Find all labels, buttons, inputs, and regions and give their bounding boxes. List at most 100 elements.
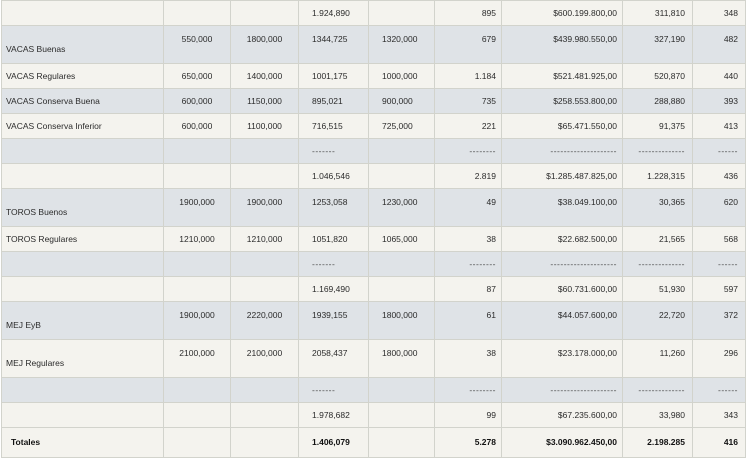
amount-cell: $22.682.500,00 — [501, 226, 623, 252]
avg-weight-cell: 650,000 — [163, 63, 231, 89]
row-label-cell — [1, 276, 164, 302]
ref-weight-cell: 1000,000 — [368, 63, 435, 89]
ref-weight-cell: 1065,000 — [368, 226, 435, 252]
row-label-cell: TOROS Buenos — [1, 188, 164, 227]
price-per-kg-cell: 343 — [692, 402, 746, 428]
total-kg-cell: 22,720 — [622, 301, 693, 340]
max-weight-cell: 2100,000 — [230, 339, 299, 378]
ref-weight-cell: 1320,000 — [368, 25, 435, 64]
table-row: 1.046,546 2.819 $1.285.487.825,00 1.228,315… — [1, 163, 746, 189]
head-count-cell: 221 — [434, 113, 502, 139]
ref-weight-cell — [368, 138, 435, 164]
mean-weight-cell: 1001,175 — [298, 63, 369, 89]
row-label-cell — [1, 138, 164, 164]
total-kg-cell: 520,870 — [622, 63, 693, 89]
mean-weight-cell: 1.046,546 — [298, 163, 369, 189]
mean-weight-cell: 716,515 — [298, 113, 369, 139]
row-label-cell — [1, 251, 164, 277]
amount-cell: $3.090.962.450,00 — [501, 427, 623, 458]
amount-cell: $600.199.800,00 — [501, 0, 623, 26]
table-row: 1.169,490 87 $60.731.600,00 51,930 597 — [1, 276, 746, 302]
max-weight-cell: 1150,000 — [230, 88, 299, 114]
head-count-cell: -------- — [434, 251, 502, 277]
price-per-kg-cell: 296 — [692, 339, 746, 378]
price-per-kg-cell: ------ — [692, 138, 746, 164]
mean-weight-cell: ------- — [298, 377, 369, 403]
avg-weight-cell — [163, 138, 231, 164]
total-kg-cell: 30,365 — [622, 188, 693, 227]
avg-weight-cell — [163, 251, 231, 277]
mean-weight-cell: 1051,820 — [298, 226, 369, 252]
avg-weight-cell — [163, 402, 231, 428]
price-per-kg-cell: 393 — [692, 88, 746, 114]
mean-weight-cell: ------- — [298, 138, 369, 164]
total-kg-cell: 2.198.285 — [622, 427, 693, 458]
amount-cell: $439.980.550,00 — [501, 25, 623, 64]
total-kg-cell: -------------- — [622, 377, 693, 403]
max-weight-cell — [230, 163, 299, 189]
head-count-cell: 679 — [434, 25, 502, 64]
ref-weight-cell — [368, 402, 435, 428]
total-kg-cell: 91,375 — [622, 113, 693, 139]
head-count-cell: 61 — [434, 301, 502, 340]
total-kg-cell: 327,190 — [622, 25, 693, 64]
head-count-cell: 38 — [434, 339, 502, 378]
total-kg-cell: 1.228,315 — [622, 163, 693, 189]
avg-weight-cell: 600,000 — [163, 113, 231, 139]
head-count-cell: 735 — [434, 88, 502, 114]
row-label-cell — [1, 402, 164, 428]
avg-weight-cell: 1900,000 — [163, 188, 231, 227]
amount-cell: $38.049.100,00 — [501, 188, 623, 227]
max-weight-cell — [230, 138, 299, 164]
amount-cell: $44.057.600,00 — [501, 301, 623, 340]
table-row: VACAS Regulares 650,000 1400,000 1001,175 10… — [1, 63, 746, 89]
separator-row: ------- -------- -------------------- -----… — [1, 251, 746, 277]
table-row: TOROS Regulares 1210,000 1210,000 1051,820 1… — [1, 226, 746, 252]
amount-cell: -------------------- — [501, 377, 623, 403]
mean-weight-cell: 1939,155 — [298, 301, 369, 340]
avg-weight-cell: 550,000 — [163, 25, 231, 64]
row-label-cell: TOROS Regulares — [1, 226, 164, 252]
row-label-cell — [1, 163, 164, 189]
price-per-kg-cell: 413 — [692, 113, 746, 139]
ref-weight-cell — [368, 251, 435, 277]
ref-weight-cell — [368, 163, 435, 189]
row-label-cell — [1, 0, 164, 26]
row-label-cell — [1, 377, 164, 403]
ref-weight-cell: 1800,000 — [368, 339, 435, 378]
max-weight-cell — [230, 427, 299, 458]
price-per-kg-cell: 482 — [692, 25, 746, 64]
max-weight-cell — [230, 402, 299, 428]
table-row: 1.978,682 99 $67.235.600,00 33,980 343 — [1, 402, 746, 428]
price-per-kg-cell: 597 — [692, 276, 746, 302]
amount-cell: $60.731.600,00 — [501, 276, 623, 302]
row-label-cell: VACAS Buenas — [1, 25, 164, 64]
max-weight-cell — [230, 377, 299, 403]
avg-weight-cell — [163, 163, 231, 189]
head-count-cell: -------- — [434, 138, 502, 164]
avg-weight-cell — [163, 276, 231, 302]
head-count-cell: 99 — [434, 402, 502, 428]
max-weight-cell: 1100,000 — [230, 113, 299, 139]
head-count-cell: 49 — [434, 188, 502, 227]
separator-row: ------- -------- -------------------- -----… — [1, 377, 746, 403]
price-per-kg-cell: ------ — [692, 377, 746, 403]
max-weight-cell — [230, 276, 299, 302]
max-weight-cell: 2220,000 — [230, 301, 299, 340]
table-row: VACAS Conserva Inferior 600,000 1100,000 71… — [1, 113, 746, 139]
head-count-cell: 2.819 — [434, 163, 502, 189]
total-kg-cell: 311,810 — [622, 0, 693, 26]
avg-weight-cell: 1210,000 — [163, 226, 231, 252]
row-label-cell: MEJ Regulares — [1, 339, 164, 378]
separator-row: ------- -------- -------------------- -----… — [1, 138, 746, 164]
amount-cell: $67.235.600,00 — [501, 402, 623, 428]
total-kg-cell: 51,930 — [622, 276, 693, 302]
price-per-kg-cell: ------ — [692, 251, 746, 277]
ref-weight-cell: 900,000 — [368, 88, 435, 114]
amount-cell: $258.553.800,00 — [501, 88, 623, 114]
price-per-kg-cell: 440 — [692, 63, 746, 89]
amount-cell: $23.178.000,00 — [501, 339, 623, 378]
price-per-kg-cell: 620 — [692, 188, 746, 227]
ref-weight-cell — [368, 427, 435, 458]
